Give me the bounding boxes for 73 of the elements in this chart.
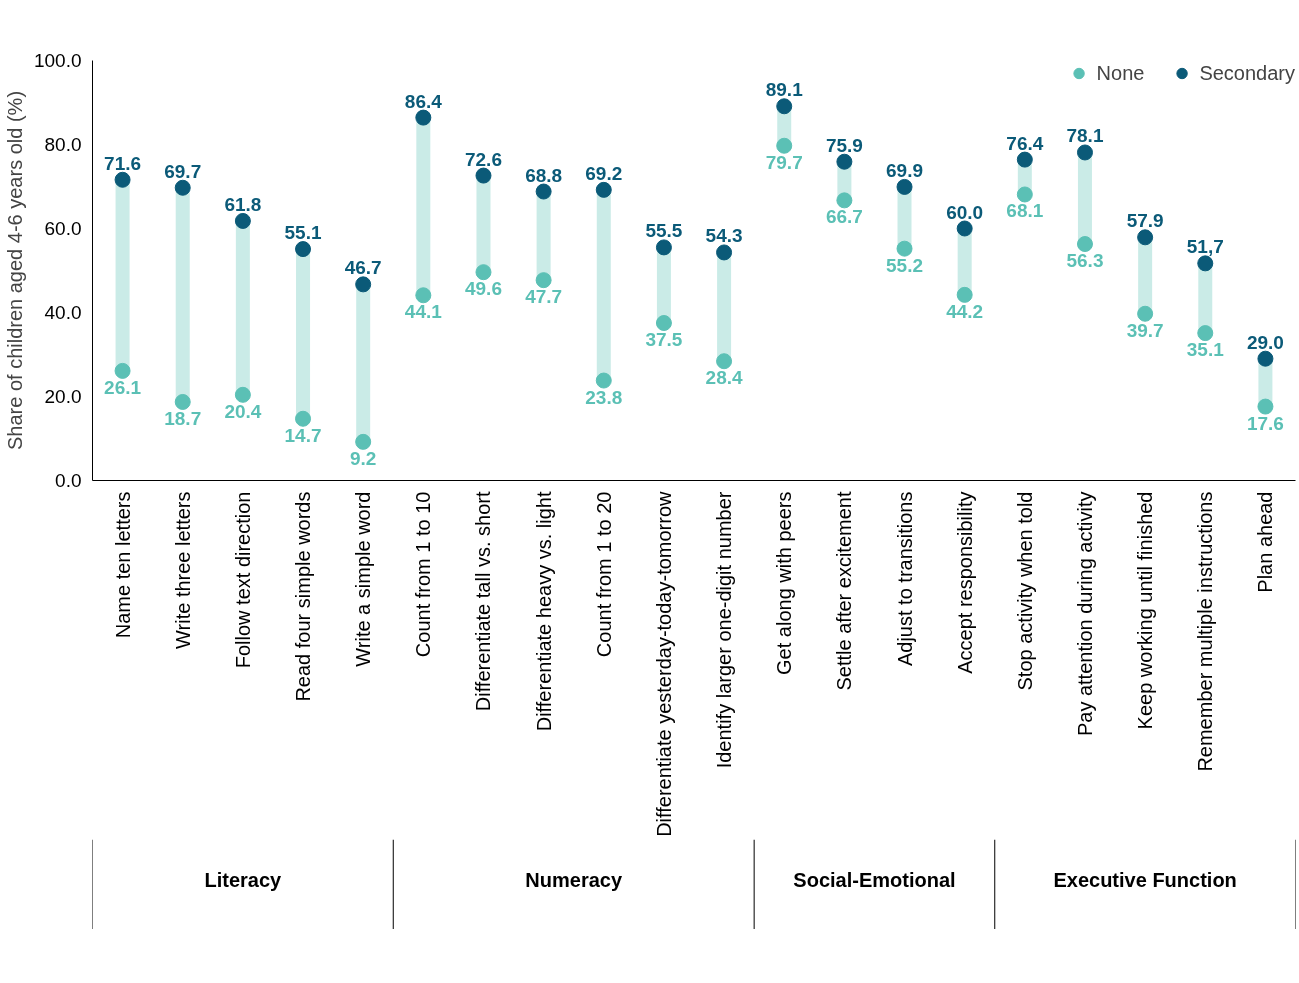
- x-tick-label: Write a simple word: [352, 491, 375, 667]
- data-label: 44.2: [946, 300, 984, 322]
- x-tick-label: Differentiate tall vs. short: [472, 491, 495, 712]
- x-tick-label: Adjust to transitions: [893, 491, 916, 667]
- data-label: 69.9: [886, 159, 924, 181]
- x-tick-label: Follow text direction: [231, 491, 254, 669]
- text: Executive Function: [1053, 869, 1237, 891]
- x-tick-label: Name ten letters: [111, 491, 134, 639]
- y-tick-label: 40.0: [44, 302, 82, 323]
- data-label: 26.1: [104, 376, 142, 398]
- data-label: 57.9: [1126, 210, 1164, 232]
- x-tick-label: Keep working until finished: [1134, 491, 1157, 730]
- data-label: 49.6: [464, 278, 502, 300]
- data-label: 46.7: [344, 257, 382, 279]
- data-label: 18.7: [164, 407, 202, 429]
- data-label: 35.1: [1186, 339, 1225, 361]
- data-label: 76.4: [1006, 132, 1044, 154]
- legend-label: Secondary: [1199, 61, 1295, 85]
- y-tick-label: 80.0: [44, 134, 82, 155]
- data-label: 51,7: [1186, 236, 1224, 258]
- x-tick-label: Accept responsibility: [953, 491, 976, 674]
- legend-label: None: [1096, 61, 1145, 85]
- y-tick-label: 60.0: [44, 218, 82, 239]
- x-tick-label: Pay attention during activity: [1073, 491, 1096, 737]
- data-label: 37.5: [645, 329, 683, 350]
- data-label: 55.2: [886, 254, 924, 276]
- data-label: 68.8: [525, 164, 563, 186]
- text: Literacy: [204, 869, 283, 891]
- x-tick-label: Differentiate yesterday-today-tomorrow: [652, 490, 675, 837]
- data-label: 56.3: [1066, 250, 1104, 272]
- data-label: 71.6: [104, 152, 142, 174]
- y-tick-label: 100.0: [33, 50, 82, 71]
- data-label: 44.1: [404, 301, 443, 323]
- data-label: 55.1: [284, 222, 322, 244]
- data-label: 68.1: [1006, 200, 1044, 222]
- data-label: 69.7: [164, 160, 202, 182]
- x-tick-label: Read four simple words: [292, 491, 315, 702]
- data-label: 61.8: [224, 193, 262, 215]
- data-label: 20.4: [224, 400, 262, 422]
- y-tick-label: 20.0: [44, 386, 82, 407]
- data-label: 75.9: [825, 134, 863, 156]
- data-label: 89.1: [765, 79, 804, 101]
- data-label: 17.6: [1246, 412, 1284, 434]
- data-label: 39.7: [1126, 319, 1164, 341]
- data-label: 55.5: [645, 220, 683, 242]
- x-tick-label: Remember multiple instructions: [1194, 491, 1217, 772]
- data-label: 72.6: [464, 148, 502, 170]
- y-axis-title: Share of children aged 4-6 years old (%): [3, 90, 26, 451]
- x-tick-label: Count from 1 to 10: [412, 491, 435, 658]
- data-label: 14.7: [284, 424, 322, 446]
- text: Social-Emotional: [793, 869, 956, 891]
- data-label: 66.7: [825, 206, 863, 228]
- y-tick-label: 0.0: [55, 470, 82, 491]
- data-label: 60.0: [946, 201, 984, 223]
- x-tick-label: Get along with peers: [773, 491, 796, 675]
- data-label: 79.7: [765, 151, 803, 173]
- data-label: 29.0: [1246, 331, 1284, 353]
- data-label: 69.2: [585, 162, 623, 184]
- x-tick-label: Stop activity when told: [1013, 491, 1036, 691]
- x-tick-label: Differentiate heavy vs. light: [532, 491, 555, 732]
- x-tick-label: Identify larger one-digit number: [713, 491, 736, 769]
- x-tick-label: Settle after excitement: [833, 491, 856, 691]
- data-label: 47.7: [525, 286, 563, 308]
- data-label: 86.4: [404, 90, 443, 112]
- data-label: 23.8: [585, 386, 623, 408]
- x-tick-label: Write three letters: [171, 491, 194, 649]
- text: Numeracy: [525, 869, 623, 891]
- x-tick-label: Plan ahead: [1254, 491, 1277, 593]
- data-label: 78.1: [1066, 125, 1104, 147]
- data-label: 28.4: [705, 367, 743, 389]
- data-label: 9.2: [349, 447, 377, 469]
- x-tick-label: Count from 1 to 20: [592, 491, 615, 658]
- data-label: 54.3: [705, 225, 743, 247]
